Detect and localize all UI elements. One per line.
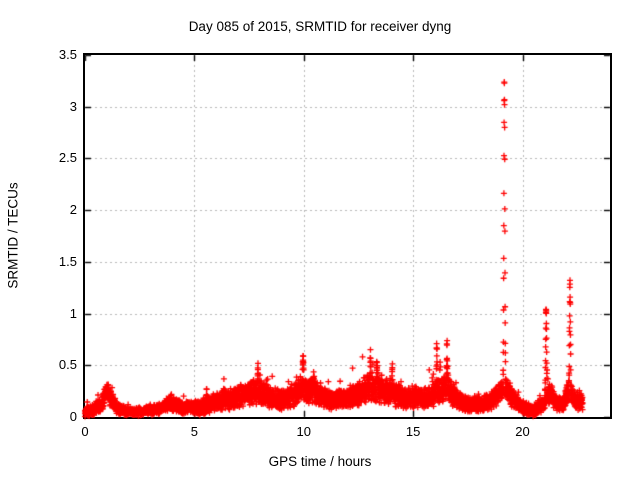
plot-area	[81, 51, 614, 421]
y-tick-label-3.5: 3.5	[58, 47, 77, 62]
x-tick-label-20: 20	[515, 424, 530, 439]
y-tick-label-2: 2	[69, 202, 77, 218]
y-axis-label: SRMTID / TECUs	[5, 182, 21, 289]
y-tick-label-1.5: 1.5	[58, 253, 77, 269]
y-tick-label-0: 0	[69, 409, 77, 424]
x-tick-label-10: 10	[296, 424, 311, 439]
y-tick-label-0.5: 0.5	[58, 357, 77, 373]
y-tick-label-2.5: 2.5	[58, 150, 77, 166]
y-tick-label-1: 1	[69, 305, 77, 321]
x-tick-label-0: 0	[81, 424, 89, 439]
x-tick-label-5: 5	[190, 424, 198, 439]
x-axis-label: GPS time / hours	[268, 454, 372, 469]
x-tick-label-15: 15	[405, 424, 421, 439]
y-tick-label-3: 3	[69, 98, 77, 114]
chart-title: Day 085 of 2015, SRMTID for receiver dyn…	[188, 19, 452, 34]
scatter-plot-canvas	[81, 51, 614, 421]
